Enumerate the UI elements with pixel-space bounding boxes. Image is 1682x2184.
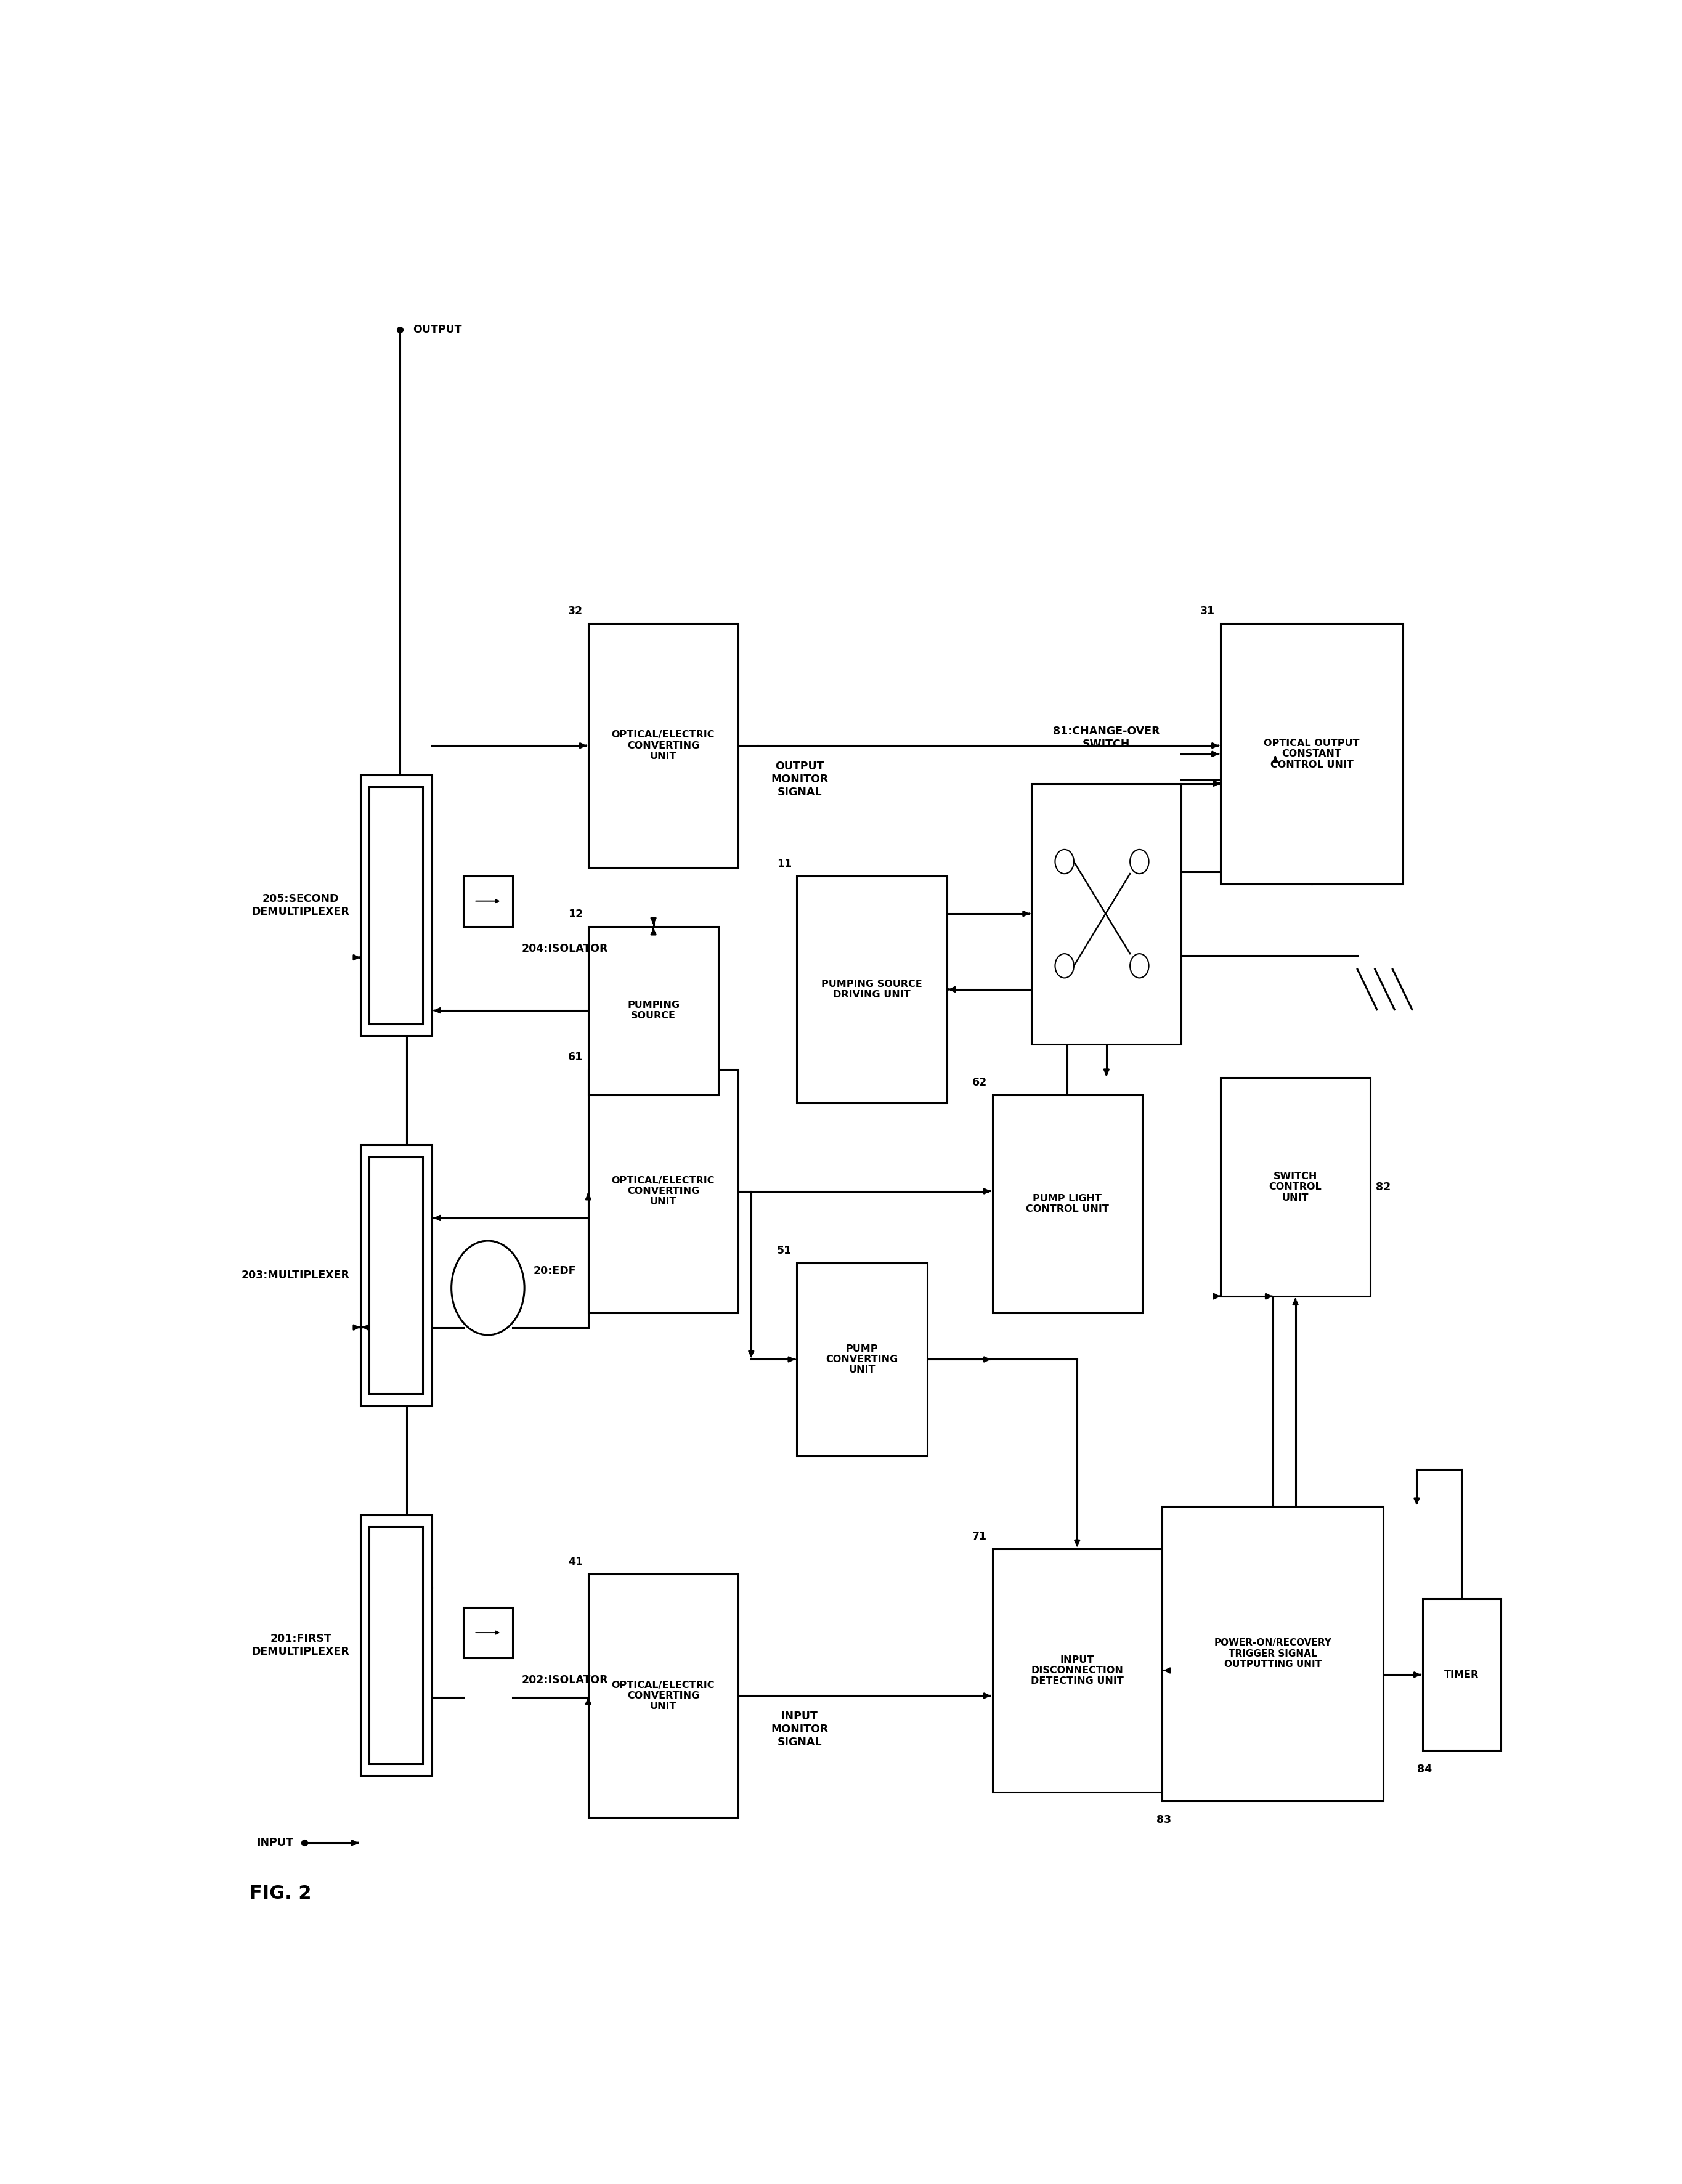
FancyBboxPatch shape [589,926,718,1094]
Text: 203:MULTIPLEXER: 203:MULTIPLEXER [241,1269,350,1280]
FancyBboxPatch shape [1031,784,1181,1044]
Text: 20:EDF: 20:EDF [533,1265,577,1278]
FancyBboxPatch shape [589,1070,738,1313]
Text: PUMP
CONVERTING
UNIT: PUMP CONVERTING UNIT [826,1343,898,1374]
FancyBboxPatch shape [797,1262,927,1457]
Text: 205:SECOND
DEMULTIPLEXER: 205:SECOND DEMULTIPLEXER [252,893,350,917]
Text: INPUT: INPUT [257,1837,294,1848]
Text: 71: 71 [972,1531,987,1542]
FancyBboxPatch shape [589,1575,738,1817]
Text: OPTICAL/ELECTRIC
CONVERTING
UNIT: OPTICAL/ELECTRIC CONVERTING UNIT [612,1175,715,1206]
FancyBboxPatch shape [360,775,432,1035]
FancyBboxPatch shape [360,1516,432,1776]
FancyBboxPatch shape [370,1527,422,1765]
Text: 31: 31 [1201,605,1216,616]
Text: 202:ISOLATOR: 202:ISOLATOR [521,1675,609,1686]
FancyBboxPatch shape [1221,625,1403,885]
Text: 82: 82 [1376,1182,1391,1192]
FancyBboxPatch shape [589,625,738,867]
FancyBboxPatch shape [360,1144,432,1406]
Text: OUTPUT
MONITOR
SIGNAL: OUTPUT MONITOR SIGNAL [770,760,828,797]
Text: SWITCH
CONTROL
UNIT: SWITCH CONTROL UNIT [1268,1171,1322,1203]
Text: POWER-ON/RECOVERY
TRIGGER SIGNAL
OUTPUTTING UNIT: POWER-ON/RECOVERY TRIGGER SIGNAL OUTPUTT… [1214,1638,1332,1669]
Text: PUMP LIGHT
CONTROL UNIT: PUMP LIGHT CONTROL UNIT [1026,1195,1108,1214]
Text: 41: 41 [569,1555,584,1568]
Text: 62: 62 [972,1077,987,1088]
Text: OUTPUT: OUTPUT [412,323,461,334]
Text: 83: 83 [1157,1815,1171,1826]
Text: OPTICAL/ELECTRIC
CONVERTING
UNIT: OPTICAL/ELECTRIC CONVERTING UNIT [612,729,715,760]
FancyBboxPatch shape [1423,1599,1500,1749]
FancyBboxPatch shape [370,786,422,1024]
FancyBboxPatch shape [463,876,513,926]
FancyBboxPatch shape [797,876,947,1103]
Text: 32: 32 [569,605,584,616]
FancyBboxPatch shape [463,1607,513,1658]
Text: PUMPING
SOURCE: PUMPING SOURCE [627,1000,680,1020]
Text: TIMER: TIMER [1445,1671,1478,1679]
Text: 12: 12 [569,909,584,919]
FancyBboxPatch shape [370,1158,422,1393]
FancyBboxPatch shape [992,1548,1162,1793]
Text: 84: 84 [1418,1765,1431,1776]
Text: OPTICAL OUTPUT
CONSTANT
CONTROL UNIT: OPTICAL OUTPUT CONSTANT CONTROL UNIT [1263,738,1359,769]
Text: 201:FIRST
DEMULTIPLEXER: 201:FIRST DEMULTIPLEXER [252,1634,350,1658]
Text: INPUT
DISCONNECTION
DETECTING UNIT: INPUT DISCONNECTION DETECTING UNIT [1031,1655,1124,1686]
Text: 61: 61 [569,1051,584,1064]
Text: 11: 11 [777,858,792,869]
Text: FIG. 2: FIG. 2 [249,1885,311,1902]
Text: 51: 51 [777,1245,792,1256]
Text: 81:CHANGE-OVER
SWITCH: 81:CHANGE-OVER SWITCH [1053,725,1161,749]
Text: OPTICAL/ELECTRIC
CONVERTING
UNIT: OPTICAL/ELECTRIC CONVERTING UNIT [612,1679,715,1710]
Text: INPUT
MONITOR
SIGNAL: INPUT MONITOR SIGNAL [770,1710,828,1747]
FancyBboxPatch shape [992,1094,1142,1313]
Text: 204:ISOLATOR: 204:ISOLATOR [521,943,609,954]
Text: PUMPING SOURCE
DRIVING UNIT: PUMPING SOURCE DRIVING UNIT [821,978,922,1000]
FancyBboxPatch shape [1221,1077,1371,1297]
FancyBboxPatch shape [1162,1507,1384,1802]
